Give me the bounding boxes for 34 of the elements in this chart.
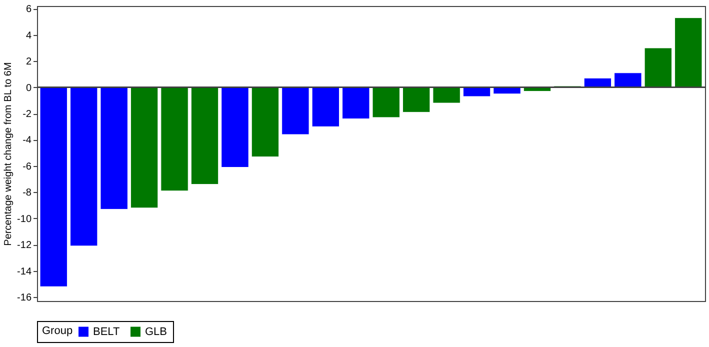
y-tick-label: -12 <box>17 240 32 252</box>
bar <box>282 87 310 135</box>
bar <box>614 72 642 88</box>
y-tick-label: 4 <box>26 30 32 42</box>
bar <box>221 87 249 168</box>
y-tick-label: -6 <box>22 161 32 172</box>
bar <box>432 87 460 104</box>
y-tick-label: 0 <box>26 82 32 94</box>
bar <box>70 87 98 246</box>
bar <box>40 87 68 287</box>
bar <box>644 48 672 88</box>
legend-label: GLB <box>145 326 168 338</box>
bar <box>190 87 219 185</box>
bar <box>402 87 430 112</box>
bar <box>251 87 280 158</box>
y-tick-label: -2 <box>22 109 32 120</box>
legend-title: Group <box>42 325 73 337</box>
y-tick-label: 2 <box>26 56 32 68</box>
bar <box>462 87 491 97</box>
y-tick-label: 6 <box>26 4 32 16</box>
bar <box>100 87 128 210</box>
bar <box>372 87 400 118</box>
y-tick-label: -10 <box>17 214 32 225</box>
y-tick-label: -4 <box>22 135 32 146</box>
bar <box>674 18 702 88</box>
y-tick-label: -8 <box>22 188 32 199</box>
y-axis-title: Percentage weight change from BL to 6M <box>3 62 14 246</box>
legend-label: BELT <box>93 326 120 338</box>
y-tick-label: -14 <box>17 266 32 278</box>
y-tick-label: -16 <box>17 292 32 304</box>
bar <box>130 87 158 208</box>
bar <box>342 87 370 120</box>
bar <box>160 87 188 192</box>
bar <box>312 87 340 127</box>
